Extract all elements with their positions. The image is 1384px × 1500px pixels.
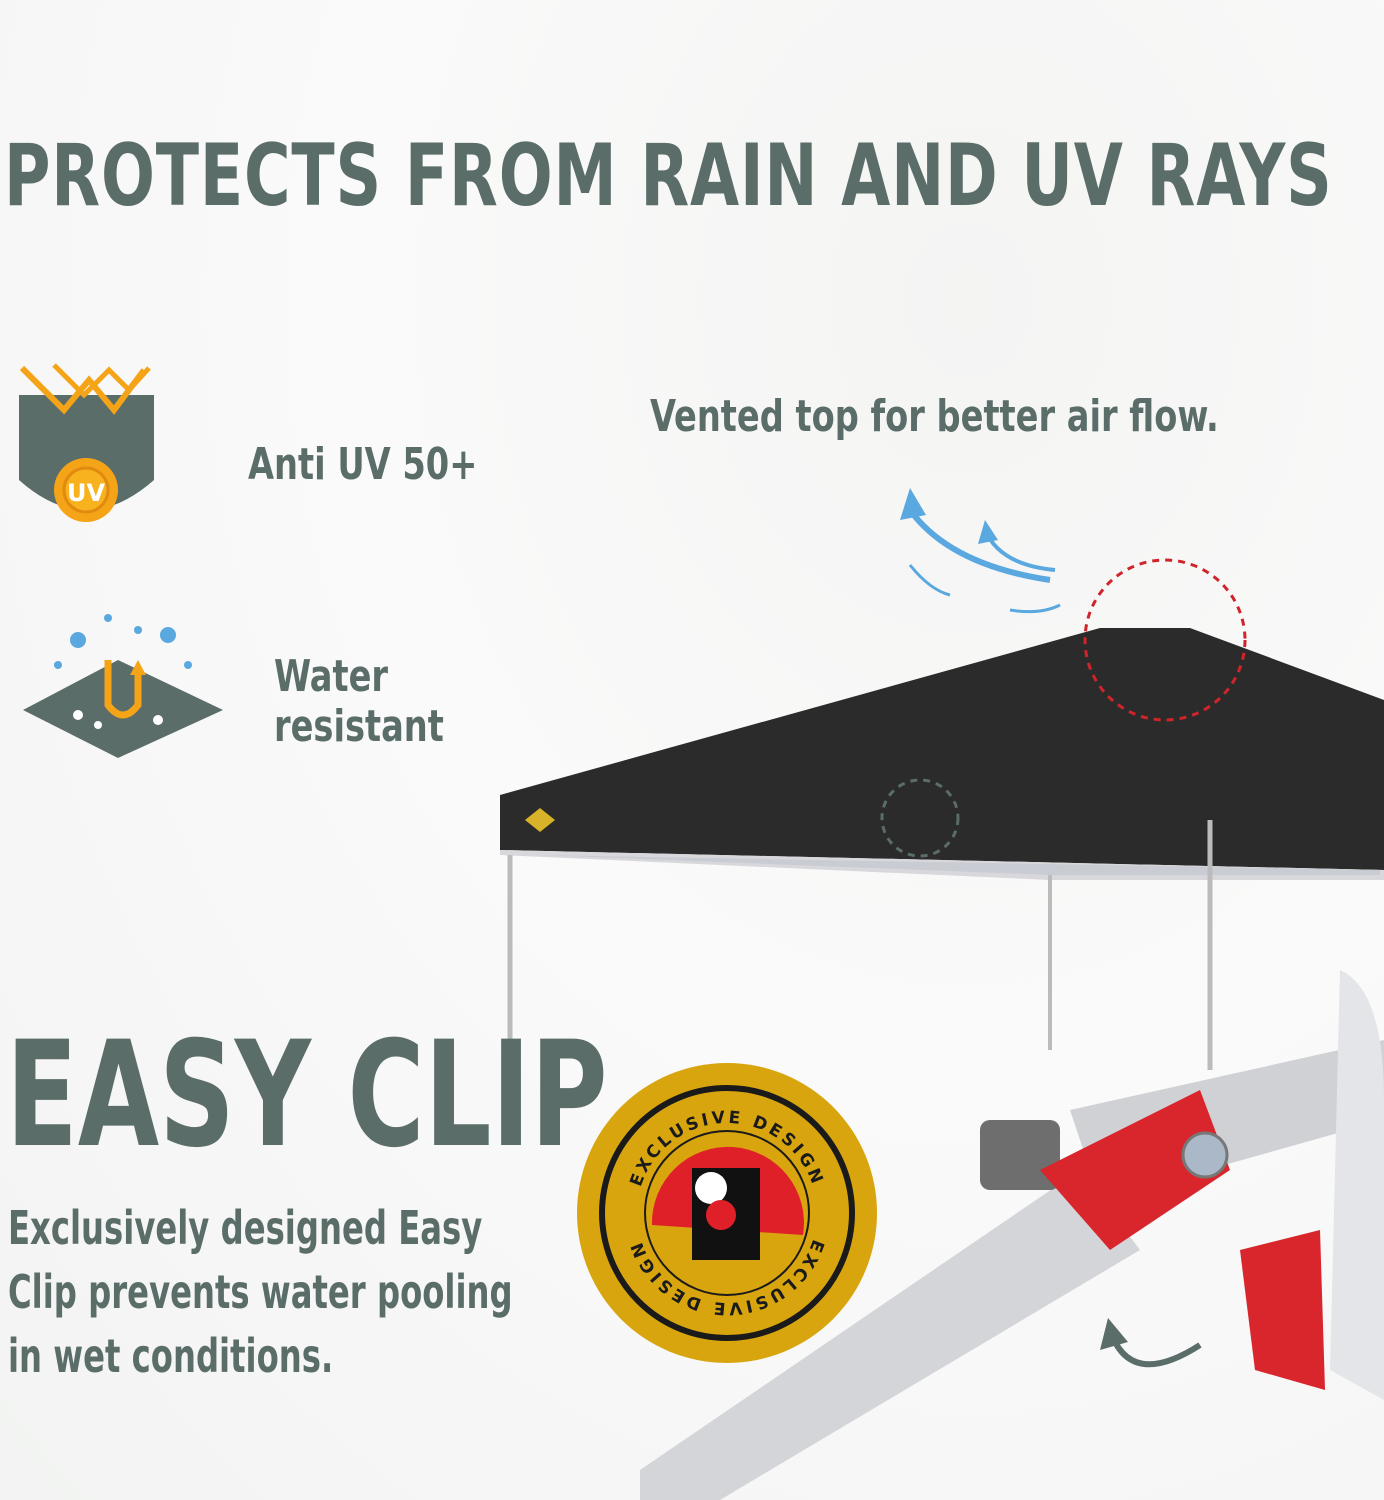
vent-callout: Vented top for better air flow. [650, 391, 1219, 442]
brand-logo [525, 808, 555, 832]
canopy-tent-image [500, 488, 1384, 1070]
section-description: Exclusively designed Easy Clip prevents … [8, 1201, 513, 1383]
clip-arrow-icon [1107, 1329, 1202, 1368]
feature-uv-label: Anti UV 50+ [248, 439, 478, 490]
feature-water-label: Water resistant [274, 652, 444, 752]
uv-shield-icon: UV [19, 363, 154, 522]
uv-icon-text: UV [67, 479, 105, 507]
section-title: EASY CLIP [6, 1010, 608, 1180]
feature-water-line1: Water [274, 651, 389, 702]
exclusive-design-badge: EXCLUSIVE DESIGN EXCLUSIVE DESIGN [577, 1063, 877, 1363]
vent-highlight-circle [1083, 558, 1247, 722]
airflow-arrow-icon [907, 508, 1051, 583]
feature-water-line2: resistant [274, 701, 444, 752]
water-resistant-icon [23, 614, 223, 758]
easy-clip-photo [640, 970, 1384, 1500]
headline: PROTECTS FROM RAIN AND UV RAYS [4, 126, 1333, 226]
